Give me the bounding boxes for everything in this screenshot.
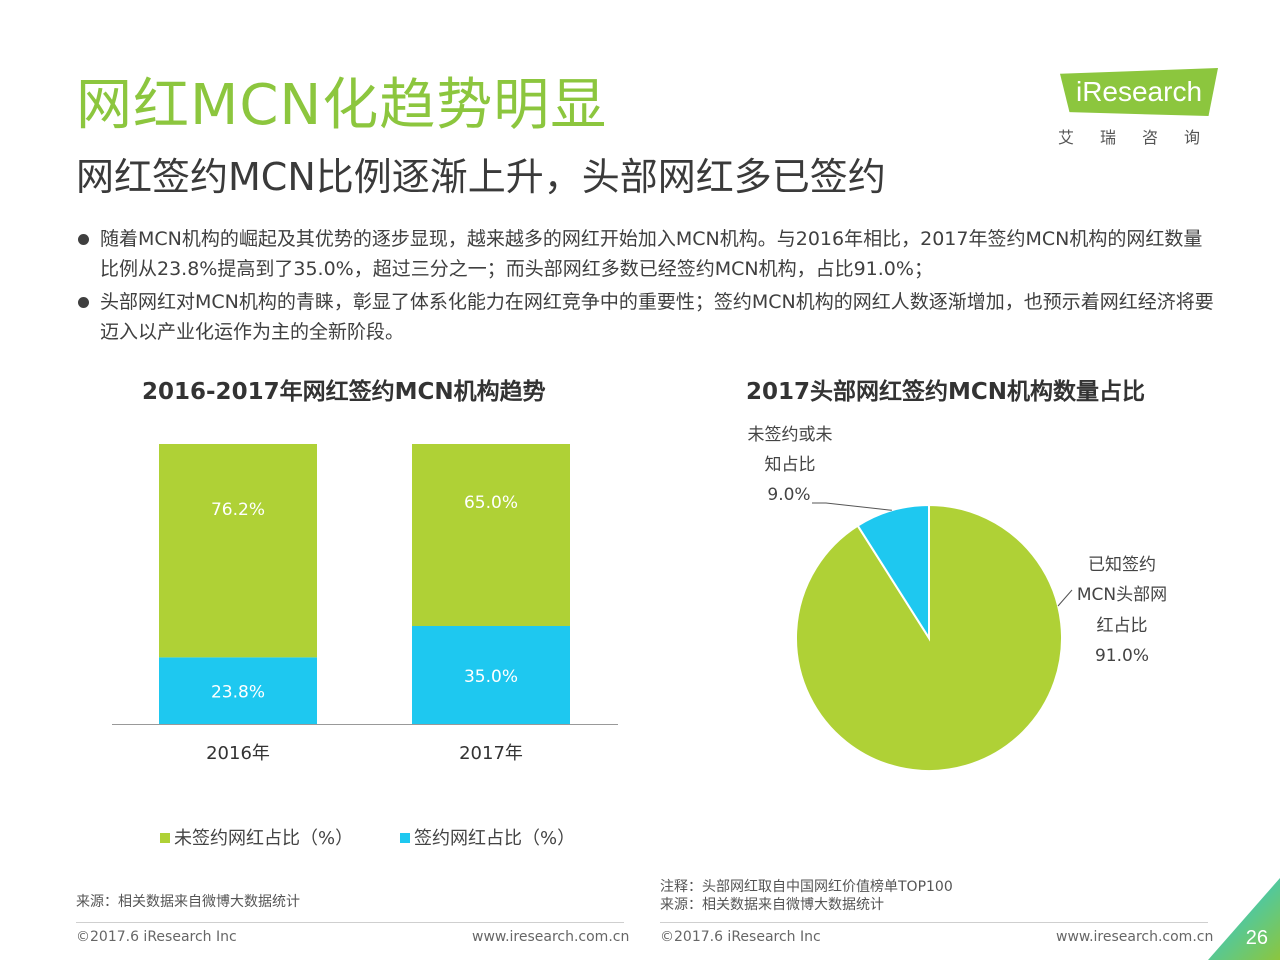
legend-item-signed: 签约网红占比（%） (400, 824, 575, 850)
legend-swatch-icon (400, 833, 410, 843)
footer-copyright-left: ©2017.6 iResearch Inc (76, 929, 237, 945)
source-note-left: 来源：相关数据来自微博大数据统计 (76, 894, 300, 910)
footer-divider-right (660, 922, 1208, 923)
footer-url-right: www.iresearch.com.cn (1056, 929, 1214, 945)
bar-segment (159, 657, 317, 724)
pie-chart-title: 2017头部网红签约MCN机构数量占比 (746, 379, 1146, 405)
legend-label: 签约网红占比（%） (414, 828, 576, 849)
pie-slice-label: 已知签约 (1088, 555, 1156, 575)
bullet-text: 头部网红对MCN机构的青睐，彰显了体系化能力在网红竞争中的重要性；签约MCN机构… (100, 291, 1214, 343)
legend-swatch-icon (160, 833, 170, 843)
footer-divider-left (76, 922, 624, 923)
bar-chart-title: 2016-2017年网红签约MCN机构趋势 (142, 379, 546, 405)
bar-segment (412, 626, 570, 724)
bar-data-label: 65.0% (464, 493, 518, 513)
bar-data-label: 76.2% (211, 500, 265, 520)
pie-slice-label: MCN头部网 (1077, 585, 1167, 605)
bullet-item: 头部网红对MCN机构的青睐，彰显了体系化能力在网红竞争中的重要性；签约MCN机构… (78, 287, 1218, 347)
logo-brand-text: iResearch (1060, 68, 1218, 116)
note-right: 注释：头部网红取自中国网红价值榜单TOP100 (660, 879, 953, 895)
pie-leader-line (812, 502, 892, 511)
pie-value-label: 9.0% (767, 485, 810, 505)
bar-data-label: 23.8% (211, 683, 265, 703)
bullet-text: 随着MCN机构的崛起及其优势的逐步显现，越来越多的网红开始加入MCN机构。与20… (100, 228, 1203, 280)
legend-item-unsigned: 未签约网红占比（%） (160, 824, 353, 850)
pie-slice-label: 知占比 (765, 455, 816, 475)
bullet-list: 随着MCN机构的崛起及其优势的逐步显现，越来越多的网红开始加入MCN机构。与20… (78, 224, 1218, 350)
source-note-right: 来源：相关数据来自微博大数据统计 (660, 897, 884, 913)
page-number: 26 (1245, 927, 1268, 949)
logo-chinese-text: 艾瑞咨询 (1058, 128, 1227, 147)
bullet-item: 随着MCN机构的崛起及其优势的逐步显现，越来越多的网红开始加入MCN机构。与20… (78, 224, 1218, 284)
bar-segment (159, 444, 317, 658)
pie-slice-label: 未签约或未 (748, 425, 833, 445)
page-subtitle: 网红签约MCN比例逐渐上升，头部网红多已签约 (76, 155, 886, 199)
bar-category-label: 2017年 (459, 743, 523, 764)
footer-url-left: www.iresearch.com.cn (472, 929, 630, 945)
bar-segment (412, 444, 570, 626)
footer-copyright-right: ©2017.6 iResearch Inc (660, 929, 821, 945)
bar-data-label: 35.0% (464, 667, 518, 687)
pie-value-label: 91.0% (1095, 646, 1149, 666)
legend-label: 未签约网红占比（%） (174, 828, 354, 849)
bullet-dot-icon (78, 297, 89, 308)
pie-slice-label: 红占比 (1097, 616, 1148, 636)
bar-category-label: 2016年 (206, 743, 270, 764)
bullet-dot-icon (78, 234, 89, 245)
page-title: 网红MCN化趋势明显 (76, 73, 608, 138)
pie-leader-line (1057, 589, 1073, 607)
iresearch-logo: iResearch 艾瑞咨询 (1056, 68, 1226, 150)
